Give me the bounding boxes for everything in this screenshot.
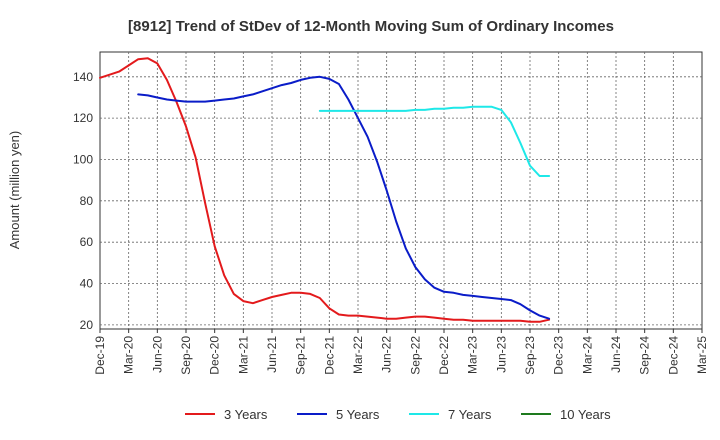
y-tick-label: 40 xyxy=(80,277,94,291)
x-tick-label: Sep-21 xyxy=(294,336,308,375)
x-tick-label: Sep-22 xyxy=(408,336,422,375)
legend: 3 Years 5 Years 7 Years 10 Years xyxy=(185,407,611,422)
x-tick-label: Dec-24 xyxy=(666,336,680,375)
legend-label: 7 Years xyxy=(448,407,492,422)
x-tick-label: Dec-22 xyxy=(437,336,451,375)
y-tick-label: 120 xyxy=(73,111,93,125)
x-tick-label: Mar-25 xyxy=(695,336,709,374)
x-tick-label: Mar-24 xyxy=(580,336,594,374)
x-tick-label: Sep-24 xyxy=(638,336,652,375)
legend-label: 5 Years xyxy=(336,407,380,422)
x-tick-label: Mar-21 xyxy=(236,336,250,374)
x-tick-label: Dec-20 xyxy=(208,336,222,375)
y-tick-label: 140 xyxy=(73,70,93,84)
chart-title: [8912] Trend of StDev of 12-Month Moving… xyxy=(128,18,614,35)
x-tick-label: Jun-24 xyxy=(609,336,623,373)
y-tick-label: 100 xyxy=(73,152,93,166)
x-tick-label: Dec-21 xyxy=(322,336,336,375)
x-tick-label: Mar-22 xyxy=(351,336,365,374)
series-line-7-years xyxy=(318,105,551,177)
plot-area: 20 40 60 80 100 120 140 Dec-19 Mar-20 Jun-20 Sep-2… xyxy=(73,51,709,375)
series-line-3-years xyxy=(99,57,551,323)
legend-label: 10 Years xyxy=(560,407,611,422)
y-tick-label: 20 xyxy=(80,318,94,332)
series-line-5-years xyxy=(137,75,551,320)
legend-label: 3 Years xyxy=(224,407,268,422)
x-tick-label: Jun-21 xyxy=(265,336,279,373)
y-tick-label: 60 xyxy=(80,235,94,249)
x-tick-label: Jun-22 xyxy=(380,336,394,373)
x-tick-label: Sep-20 xyxy=(179,336,193,375)
x-tick-label: Dec-19 xyxy=(93,336,107,375)
plot-frame xyxy=(99,51,703,330)
y-axis-label: Amount (million yen) xyxy=(7,131,22,250)
x-tick-label: Jun-20 xyxy=(150,336,164,373)
x-tick-label: Dec-23 xyxy=(552,336,566,375)
x-tick-label: Sep-23 xyxy=(523,336,537,375)
x-tick-label: Jun-23 xyxy=(494,336,508,373)
y-tick-label: 80 xyxy=(80,194,94,208)
x-tick-label: Mar-23 xyxy=(466,336,480,374)
x-tick-label: Mar-20 xyxy=(122,336,136,374)
